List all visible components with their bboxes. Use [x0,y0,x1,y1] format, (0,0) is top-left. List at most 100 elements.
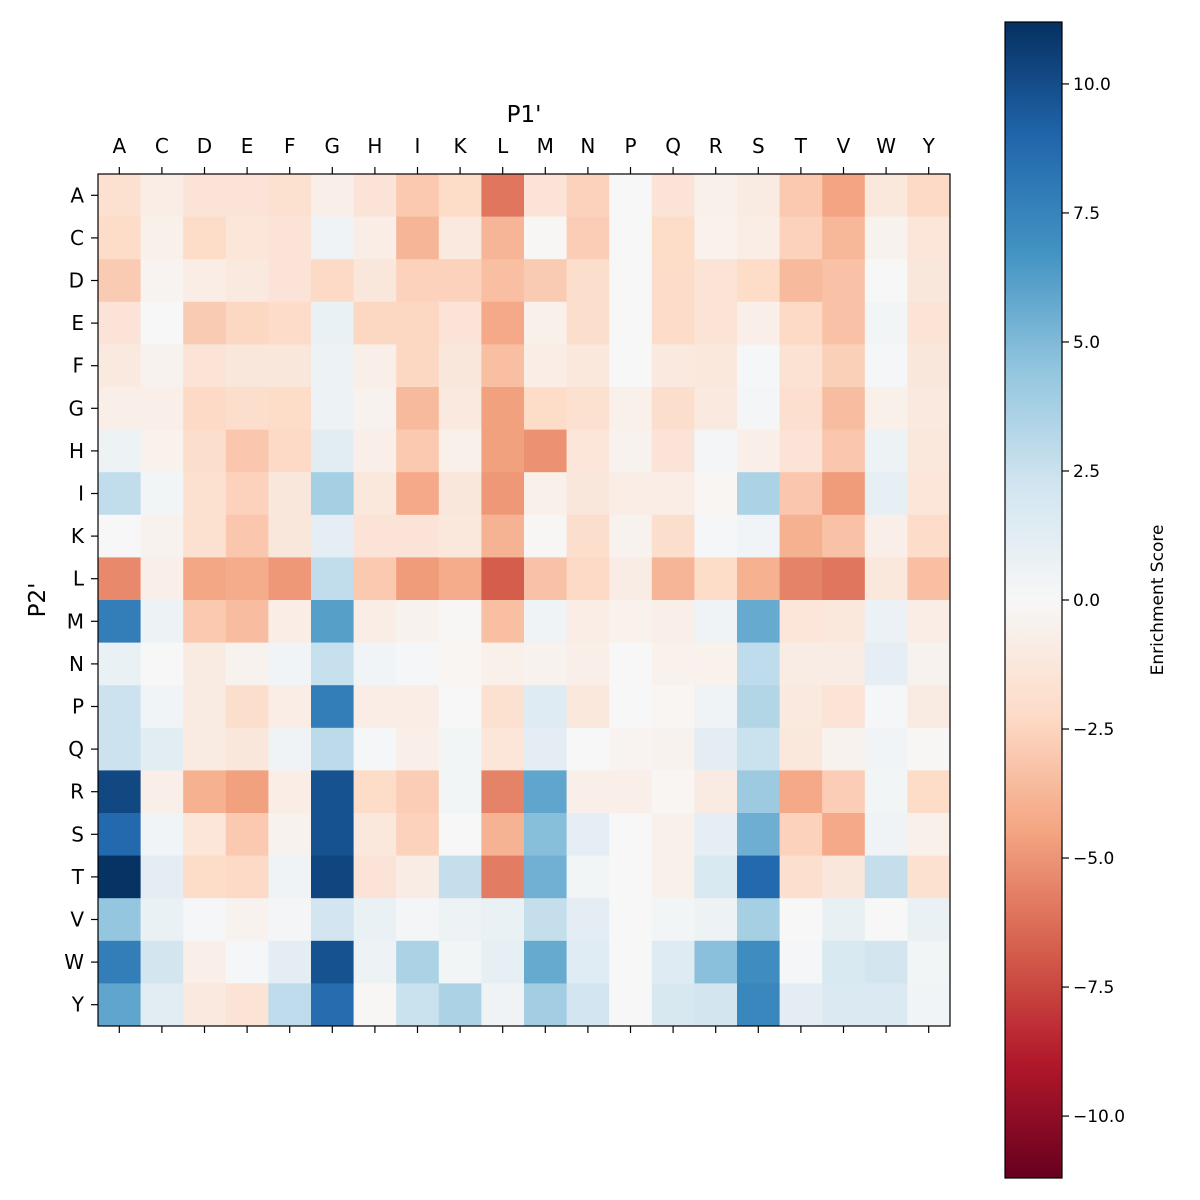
heatmap-cell-A-G [311,174,355,218]
heatmap-cell-N-A [98,642,142,686]
heatmap-cell-Q-S [737,727,781,771]
heatmap-cell-H-R [694,429,738,473]
heatmap-cell-N-C [140,642,184,686]
heatmap-cell-I-W [864,472,908,516]
heatmap-cell-V-Q [651,898,695,942]
heatmap-cell-Q-F [268,727,312,771]
y-tick-label: I [78,482,84,506]
heatmap-cell-D-K [438,259,482,303]
heatmap-cell-E-D [183,301,227,345]
x-tick-label: G [325,134,341,158]
heatmap-cell-P-G [311,685,355,729]
heatmap-cell-R-M [524,770,568,814]
heatmap-cell-R-A [98,770,142,814]
heatmap-cell-H-G [311,429,355,473]
heatmap-cell-C-C [140,216,184,260]
heatmap-cell-S-Y [907,813,951,857]
heatmap-cell-I-T [779,472,823,516]
heatmap-cell-S-H [353,813,397,857]
heatmap-cell-V-F [268,898,312,942]
heatmap-cell-C-Y [907,216,951,260]
y-tick-label: S [71,822,84,846]
heatmap-cell-M-D [183,600,227,644]
heatmap-cell-M-M [524,600,568,644]
heatmap-cell-G-Y [907,387,951,431]
heatmap-cell-K-E [225,514,269,558]
heatmap-cell-K-K [438,514,482,558]
heatmap-cell-C-D [183,216,227,260]
heatmap-cell-E-E [225,301,269,345]
heatmap-cell-R-N [566,770,610,814]
heatmap-cell-D-M [524,259,568,303]
x-tick-label: W [876,134,896,158]
heatmap-cell-A-A [98,174,142,218]
colorbar-tick-label: −5.0 [1073,849,1114,869]
heatmap-cell-E-P [609,301,653,345]
heatmap-cell-I-M [524,472,568,516]
heatmap-cell-L-Q [651,557,695,601]
heatmap-cell-C-R [694,216,738,260]
heatmap-cell-T-F [268,855,312,899]
heatmap-cell-T-H [353,855,397,899]
heatmap-cell-G-L [481,387,525,431]
heatmap-cell-G-Q [651,387,695,431]
heatmap-cell-I-K [438,472,482,516]
heatmap-cell-F-E [225,344,269,388]
heatmap-cell-S-L [481,813,525,857]
colorbar-tick-label: 5.0 [1073,333,1100,353]
heatmap-cell-V-S [737,898,781,942]
heatmap-cell-C-W [864,216,908,260]
heatmap-cell-W-N [566,940,610,984]
heatmap-cell-N-F [268,642,312,686]
heatmap-cell-L-C [140,557,184,601]
heatmap-cell-R-D [183,770,227,814]
heatmap-cell-A-K [438,174,482,218]
heatmap-cell-L-D [183,557,227,601]
heatmap-cell-L-F [268,557,312,601]
heatmap-cell-S-K [438,813,482,857]
heatmap-cell-Q-Q [651,727,695,771]
heatmap-cell-F-W [864,344,908,388]
heatmap-cell-D-S [737,259,781,303]
heatmap-cell-T-I [396,855,440,899]
heatmap-cell-T-W [864,855,908,899]
heatmap-cell-L-R [694,557,738,601]
heatmap-cell-D-I [396,259,440,303]
heatmap-cell-G-A [98,387,142,431]
heatmap-cell-A-D [183,174,227,218]
heatmap-cell-Q-N [566,727,610,771]
heatmap-cell-L-L [481,557,525,601]
y-axis-label: P2' [25,583,51,618]
heatmap-cell-Q-G [311,727,355,771]
x-tick-label: I [415,134,421,158]
heatmap-cell-V-G [311,898,355,942]
heatmap-cell-E-Q [651,301,695,345]
heatmap-cell-G-T [779,387,823,431]
heatmap-cell-A-W [864,174,908,218]
x-tick-label: E [241,134,254,158]
heatmap-cell-S-D [183,813,227,857]
heatmap-cell-L-G [311,557,355,601]
heatmap-cell-K-T [779,514,823,558]
heatmap-cell-P-S [737,685,781,729]
heatmap-cell-T-R [694,855,738,899]
heatmap-cell-I-I [396,472,440,516]
y-tick-label: F [72,354,84,378]
colorbar-label: Enrichment Score [1148,525,1168,676]
heatmap-cell-R-Q [651,770,695,814]
heatmap-cell-T-C [140,855,184,899]
heatmap-cell-F-F [268,344,312,388]
heatmap-cell-L-E [225,557,269,601]
heatmap-cell-R-F [268,770,312,814]
heatmap-cell-T-L [481,855,525,899]
heatmap-cell-D-F [268,259,312,303]
heatmap-cell-K-G [311,514,355,558]
heatmap-cell-P-Q [651,685,695,729]
heatmap-cell-M-T [779,600,823,644]
heatmap-cell-A-T [779,174,823,218]
heatmap-cell-E-S [737,301,781,345]
y-tick-label: V [70,908,84,932]
heatmap-cell-C-L [481,216,525,260]
heatmap-cell-I-R [694,472,738,516]
